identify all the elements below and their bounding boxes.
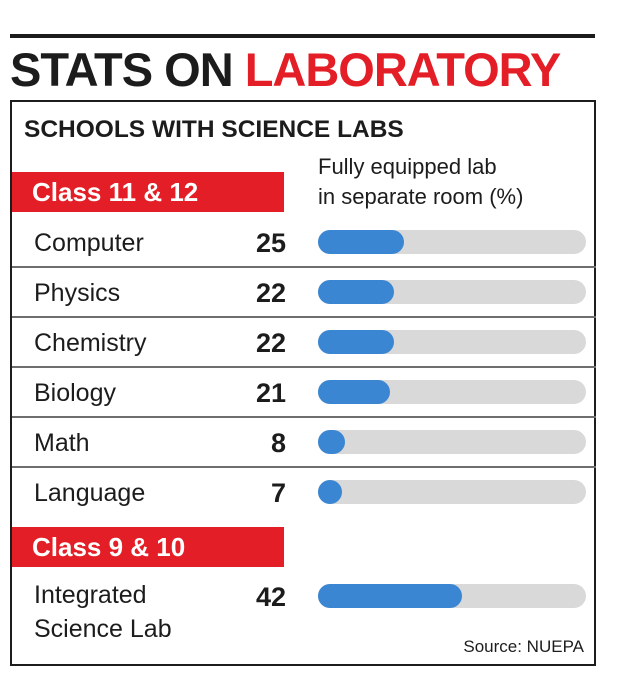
title-part-1: STATS ON <box>10 43 245 96</box>
bar <box>318 480 342 504</box>
chart-row: Computer 25 <box>12 220 596 266</box>
top-rule <box>10 34 595 38</box>
chart-row: Language 7 <box>12 470 596 516</box>
chart-row: Math 8 <box>12 420 596 466</box>
category-label: Language <box>34 479 146 507</box>
value-label: 8 <box>270 428 286 458</box>
group-label: Class 9 & 10 <box>12 527 284 567</box>
column-header-line-2: in separate room (%) <box>318 184 524 209</box>
category-label: Biology <box>34 379 116 407</box>
value-label: 21 <box>255 378 286 408</box>
page-title: STATS ON LABORATORY <box>10 40 562 100</box>
bar-track <box>318 480 586 504</box>
category-label: Computer <box>34 229 144 257</box>
bar-track <box>318 330 586 354</box>
row-divider <box>12 266 596 268</box>
chart-row: Physics 22 <box>12 270 596 316</box>
bar <box>318 584 462 608</box>
frame-left <box>10 100 12 665</box>
row-divider <box>12 416 596 418</box>
row-divider <box>12 466 596 468</box>
column-header: Fully equipped lab in separate room (%) <box>318 152 523 212</box>
value-label: 7 <box>270 478 286 508</box>
bar <box>318 280 394 304</box>
value-label: 25 <box>255 228 286 258</box>
source-note: Source: NUEPA <box>463 637 584 656</box>
frame-bottom <box>10 664 596 666</box>
bar <box>318 230 404 254</box>
category-label: Physics <box>34 279 121 307</box>
chart-subtitle: SCHOOLS WITH SCIENCE LABS <box>24 116 404 143</box>
row-divider <box>12 316 596 318</box>
value-label: 42 <box>255 582 286 612</box>
title-part-2: LABORATORY <box>244 43 562 96</box>
bar-track <box>318 230 586 254</box>
frame-top <box>10 100 596 102</box>
category-label: Integrated Science Lab <box>34 581 172 643</box>
bar-track <box>318 380 586 404</box>
column-header-line-1: Fully equipped lab <box>318 154 497 179</box>
bar <box>318 380 390 404</box>
bar <box>318 330 394 354</box>
chart-row: Integrated Science Lab 42 <box>12 578 596 648</box>
category-label: Math <box>34 429 90 457</box>
group-label: Class 11 & 12 <box>12 172 284 212</box>
bar-track <box>318 430 586 454</box>
bar-track <box>318 584 586 608</box>
chart-row: Biology 21 <box>12 370 596 416</box>
bar <box>318 430 345 454</box>
value-label: 22 <box>255 328 286 358</box>
row-divider <box>12 366 596 368</box>
frame-right <box>594 100 596 665</box>
category-label: Chemistry <box>34 329 147 357</box>
chart-row: Chemistry 22 <box>12 320 596 366</box>
value-label: 22 <box>255 278 286 308</box>
bar-track <box>318 280 586 304</box>
